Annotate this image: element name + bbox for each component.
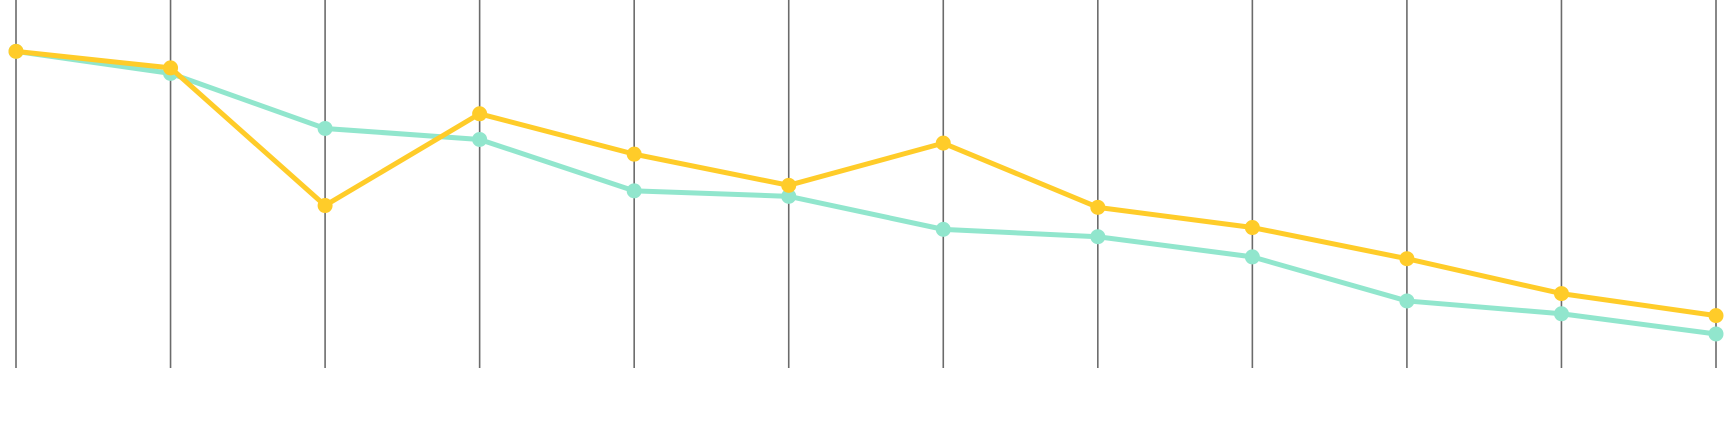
data-point[interactable] xyxy=(1090,199,1106,215)
data-point[interactable] xyxy=(1399,293,1415,309)
data-point[interactable] xyxy=(781,188,797,204)
series-layer xyxy=(8,43,1724,342)
data-point[interactable] xyxy=(1708,326,1724,342)
data-point[interactable] xyxy=(1399,251,1415,267)
data-point[interactable] xyxy=(1244,220,1260,236)
data-point[interactable] xyxy=(781,177,797,193)
data-point[interactable] xyxy=(626,146,642,162)
data-point[interactable] xyxy=(317,120,333,136)
data-point[interactable] xyxy=(935,221,951,237)
data-point[interactable] xyxy=(935,135,951,151)
data-point[interactable] xyxy=(1553,286,1569,302)
data-point[interactable] xyxy=(1708,308,1724,324)
data-point[interactable] xyxy=(472,106,488,122)
data-point[interactable] xyxy=(1553,306,1569,322)
data-point[interactable] xyxy=(1090,229,1106,245)
series-2 xyxy=(8,43,1724,324)
data-point[interactable] xyxy=(472,131,488,147)
data-point[interactable] xyxy=(163,60,179,76)
series-line xyxy=(13,48,1719,337)
series-line xyxy=(13,48,1719,319)
series-1 xyxy=(8,43,1724,342)
data-point[interactable] xyxy=(317,198,333,214)
data-point[interactable] xyxy=(8,43,24,59)
grid-lines xyxy=(15,0,1717,368)
data-point[interactable] xyxy=(1244,249,1260,265)
data-point[interactable] xyxy=(626,183,642,199)
